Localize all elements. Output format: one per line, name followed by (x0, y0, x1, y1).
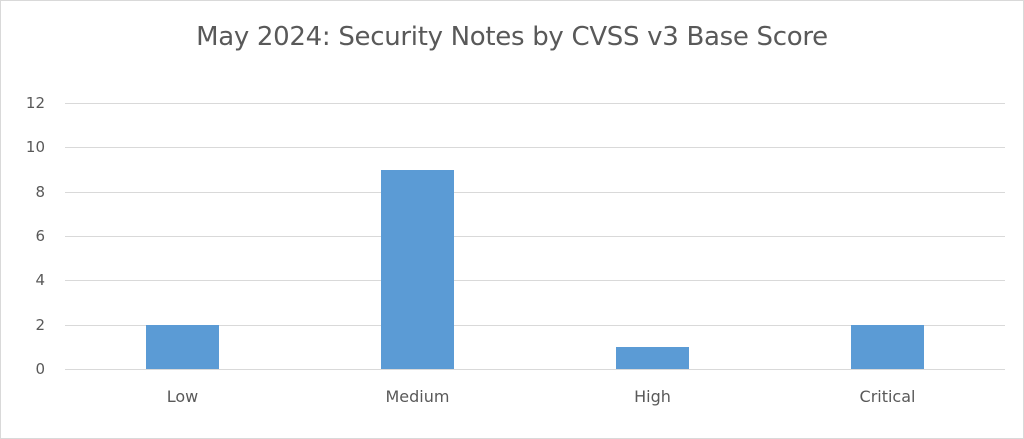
bar-low (146, 324, 219, 369)
gridline (65, 103, 1005, 104)
gridline (65, 147, 1005, 149)
bar-critical (851, 324, 924, 369)
y-tick-label: 4 (35, 271, 45, 290)
y-tick-label: 0 (35, 360, 45, 378)
gridline (65, 324, 1005, 326)
y-tick-label: 2 (35, 315, 45, 334)
bar-medium (381, 169, 454, 369)
y-tick-label: 6 (35, 227, 45, 245)
x-category-label: Medium (385, 387, 450, 406)
gridline (65, 280, 1005, 282)
y-tick-label: 12 (25, 94, 45, 112)
x-category-label: Low (166, 387, 199, 406)
bar-high (616, 346, 689, 369)
chart-title: May 2024: Security Notes by CVSS v3 Base… (196, 22, 828, 52)
y-tick-label: 8 (35, 182, 45, 201)
gridline (65, 369, 1005, 370)
gridline (65, 191, 1005, 193)
y-tick-label: 10 (25, 138, 45, 157)
x-category-label: High (634, 387, 671, 406)
gridline (65, 236, 1005, 237)
x-category-label: Critical (859, 387, 916, 406)
